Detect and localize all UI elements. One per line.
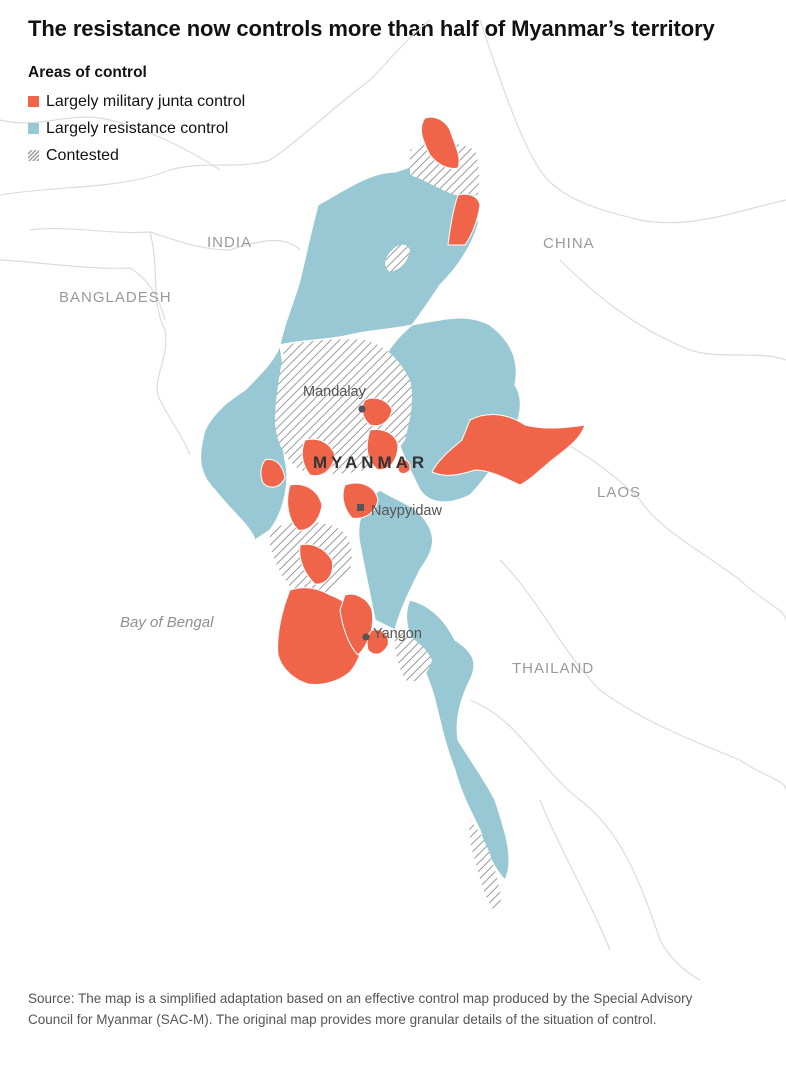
junta-areas: [260, 116, 586, 685]
legend-item-contested: Contested: [28, 142, 245, 169]
legend-item-resistance: Largely resistance control: [28, 115, 245, 142]
contested-far-north: [410, 142, 480, 195]
resistance-areas: [199, 156, 522, 882]
resistance-west: [199, 344, 288, 541]
city-mandalay: Mandalay: [303, 384, 367, 413]
source-note: Source: The map is a simplified adaptati…: [28, 991, 693, 1027]
junta-mandalay-2: [366, 429, 399, 471]
city-naypyidaw: Naypyidaw: [357, 503, 442, 519]
label-india: INDIA: [207, 234, 252, 251]
contested-north-pocket: [385, 244, 410, 272]
junta-central-1: [301, 438, 336, 477]
map-title: The resistance now controls more than ha…: [28, 16, 715, 41]
legend-label-resistance: Largely resistance control: [46, 119, 229, 137]
contested-hatch-icon: [28, 150, 39, 161]
junta-central-3: [287, 483, 323, 531]
label-mandalay: Mandalay: [303, 384, 367, 400]
resistance-south: [405, 599, 510, 882]
junta-small-east: [397, 459, 411, 475]
resistance-swatch-icon: [28, 123, 39, 134]
legend-item-junta: Largely military junta control: [28, 88, 245, 115]
label-myanmar: MYANMAR: [313, 453, 428, 472]
label-yangon: Yangon: [373, 626, 422, 642]
label-laos: LAOS: [597, 484, 641, 501]
city-dot-icon: [358, 405, 366, 413]
contested-south-coast: [394, 630, 432, 682]
junta-mandalay-1: [361, 397, 393, 427]
contested-tanintharyi: [469, 820, 501, 912]
control-map: INDIA CHINA BANGLADESH LAOS THAILAND Bay…: [0, 19, 786, 980]
junta-shan-east: [431, 414, 586, 486]
junta-far-north: [420, 116, 460, 169]
label-thailand: THAILAND: [512, 660, 594, 677]
junta-central-4: [299, 543, 334, 585]
city-yangon: Yangon: [362, 626, 422, 642]
neighbor-borders: [0, 19, 786, 980]
label-bay-of-bengal: Bay of Bengal: [120, 614, 214, 631]
legend-label-contested: Contested: [46, 146, 119, 164]
city-dot-icon: [362, 633, 370, 641]
label-bangladesh: BANGLADESH: [59, 289, 172, 306]
legend-label-junta: Largely military junta control: [46, 92, 246, 110]
resistance-central-east: [358, 489, 434, 631]
legend: Areas of control Largely military junta …: [28, 64, 245, 169]
capital-square-icon: [357, 504, 364, 511]
junta-central-2: [260, 458, 286, 488]
legend-title: Areas of control: [28, 64, 147, 81]
junta-north-strip: [447, 193, 481, 246]
junta-naypyidaw: [342, 482, 379, 519]
junta-swatch-icon: [28, 96, 39, 107]
label-naypyidaw: Naypyidaw: [371, 503, 442, 519]
label-china: CHINA: [543, 235, 595, 252]
